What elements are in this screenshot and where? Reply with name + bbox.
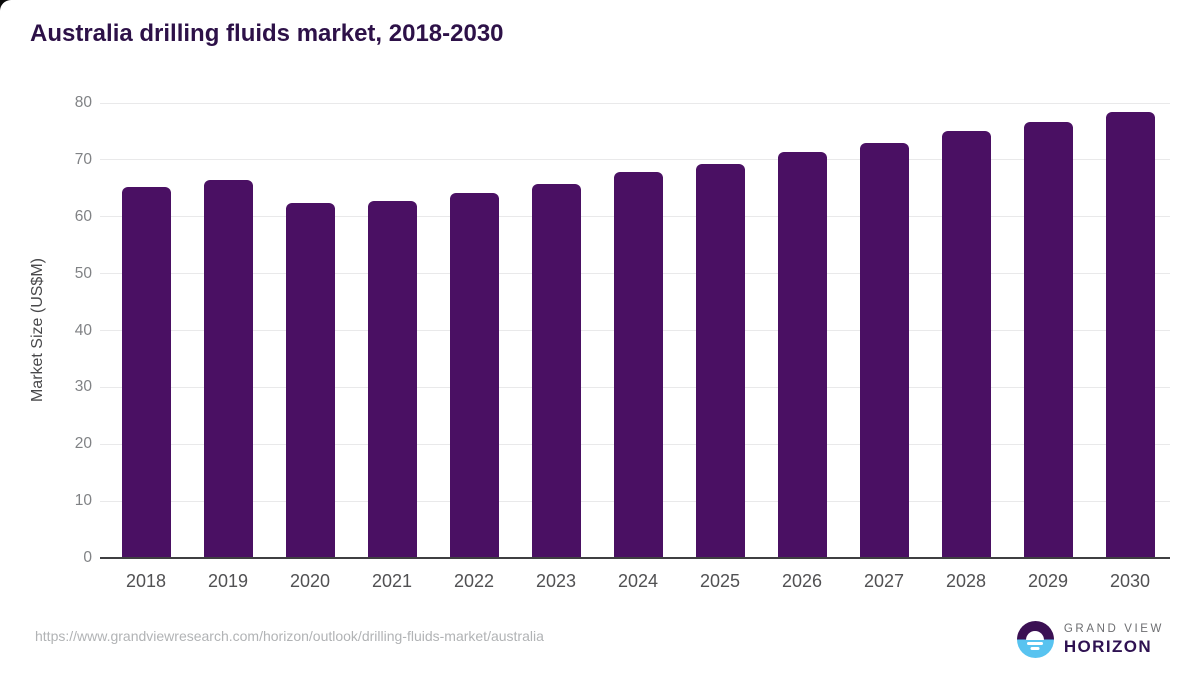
- y-tick-label-20: 20: [74, 435, 92, 453]
- y-tick-label-70: 70: [74, 150, 92, 168]
- x-tick-label-2021: 2021: [371, 571, 413, 591]
- chart-title: Australia drilling fluids market, 2018-2…: [30, 20, 504, 47]
- grand-view-horizon-logo: GRAND VIEW HORIZON: [1016, 621, 1164, 658]
- y-tick-label-30: 30: [74, 378, 92, 396]
- x-tick-label-2029: 2029: [1027, 571, 1069, 591]
- x-tick-label-2028: 2028: [945, 571, 987, 591]
- logo-text-horizon: HORIZON: [1063, 637, 1153, 657]
- bar-2020[interactable]: [285, 202, 335, 558]
- x-tick-label-2018: 2018: [125, 571, 167, 591]
- bar-2019[interactable]: [203, 180, 253, 558]
- x-tick-label-2027: 2027: [863, 571, 905, 591]
- logo-text-grand-view: GRAND VIEW: [1063, 622, 1164, 635]
- bar-2028[interactable]: [941, 131, 991, 558]
- bar-2027[interactable]: [859, 142, 909, 558]
- x-tick-label-2019: 2019: [207, 571, 249, 591]
- bar-2025[interactable]: [695, 163, 745, 558]
- y-tick-label-40: 40: [74, 321, 92, 339]
- window-corner-artifact: [0, 0, 11, 11]
- x-tick-label-2023: 2023: [535, 571, 577, 591]
- y-tick-label-50: 50: [74, 264, 92, 282]
- bar-2021[interactable]: [367, 201, 417, 558]
- horizon-sunrise-logo-icon: [1016, 621, 1054, 658]
- x-tick-label-2025: 2025: [699, 571, 741, 591]
- x-axis-line: [100, 557, 1170, 559]
- bar-2026[interactable]: [777, 152, 827, 558]
- x-tick-label-2030: 2030: [1109, 571, 1151, 591]
- x-tick-label-2022: 2022: [453, 571, 495, 591]
- bar-2022[interactable]: [449, 193, 499, 558]
- bar-2018[interactable]: [121, 187, 171, 558]
- logo-wordmark: GRAND VIEW HORIZON: [1063, 622, 1164, 657]
- y-tick-label-0: 0: [83, 549, 92, 566]
- x-tick-label-2026: 2026: [781, 571, 823, 591]
- source-url: https://www.grandviewresearch.com/horizo…: [35, 628, 544, 644]
- gridline-80: [100, 102, 1170, 104]
- bar-2029[interactable]: [1023, 122, 1073, 558]
- y-tick-label-60: 60: [74, 207, 92, 225]
- y-tick-label-10: 10: [74, 492, 92, 510]
- bar-2024[interactable]: [613, 171, 663, 558]
- y-tick-label-80: 80: [74, 94, 92, 111]
- x-tick-label-2024: 2024: [617, 571, 659, 591]
- bar-2030[interactable]: [1105, 111, 1155, 558]
- gridline-70: [100, 159, 1170, 161]
- bar-2023[interactable]: [531, 183, 581, 558]
- x-tick-label-2020: 2020: [289, 571, 331, 591]
